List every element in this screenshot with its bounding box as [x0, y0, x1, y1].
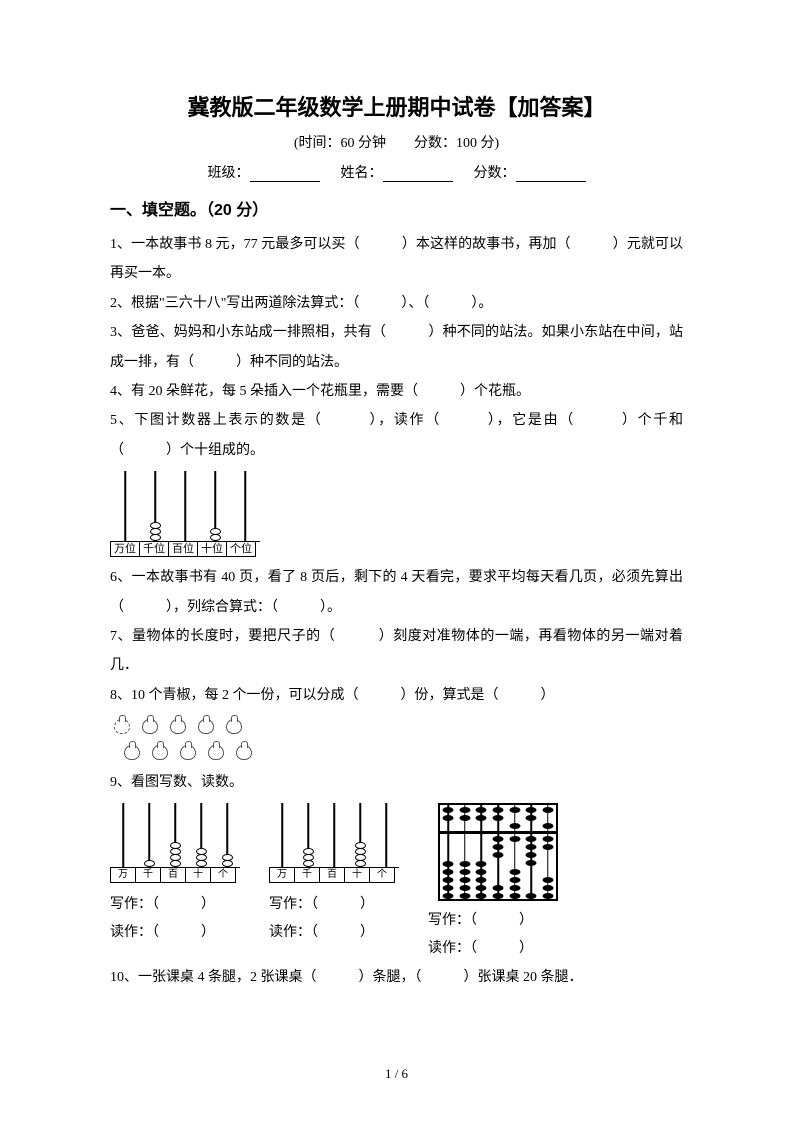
question-1: 1、一本故事书 8 元，77 元最多可以买（ ）本这样的故事书，再加（ ）元就可…	[110, 230, 683, 289]
score-blank[interactable]	[516, 168, 586, 182]
exam-title: 冀教版二年级数学上册期中试卷【加答案】	[110, 90, 683, 122]
score-label: 分数：	[474, 166, 516, 181]
q5-counter: 万位千位百位十位个位	[110, 471, 260, 557]
question-5: 5、下图计数器上表示的数是（ ），读作（ ），它是由（ ）个千和（ ）个十组成的…	[110, 406, 683, 465]
question-7: 7、量物体的长度时，要把尺子的（ ）刻度对准物体的一端，再看物体的另一端对着几．	[110, 622, 683, 681]
write-label: 写作：（ ）	[110, 897, 215, 912]
pepper-icon	[222, 714, 244, 734]
read-label: 读作：（ ）	[428, 941, 533, 956]
write-label: 写作：（ ）	[269, 897, 374, 912]
q9-counter-left: 万千百十个	[110, 803, 240, 883]
pepper-icon	[166, 714, 188, 734]
suanpan-figure	[438, 803, 558, 901]
class-label: 班级：	[208, 166, 250, 181]
pepper-icon	[110, 714, 132, 734]
question-10: 10、一张课桌 4 条腿，2 张课桌（ ）条腿，（ ）张课桌 20 条腿．	[110, 963, 683, 992]
question-2: 2、根据"三六十八"写出两道除法算式：（ ）、（ ）。	[110, 289, 683, 318]
name-blank[interactable]	[383, 168, 453, 182]
header-fields: 班级： 姓名： 分数：	[110, 162, 683, 182]
question-4: 4、有 20 朵鲜花，每 5 朵插入一个花瓶里，需要（ ）个花瓶。	[110, 377, 683, 406]
read-label: 读作：（ ）	[110, 925, 215, 940]
q9-figures: 万千百十个 写作：（ ） 读作：（ ） 万千百十个 写作：（ ） 读作：（ ） …	[110, 797, 683, 963]
exam-subtitle: (时间：60 分钟 分数：100 分)	[110, 132, 683, 152]
class-blank[interactable]	[250, 168, 320, 182]
pepper-icon	[148, 740, 170, 760]
section-1-title: 一、填空题。（20 分）	[110, 196, 683, 220]
pepper-icon	[204, 740, 226, 760]
pepper-icon	[194, 714, 216, 734]
question-6: 6、一本故事书有 40 页，看了 8 页后，剩下的 4 天看完，要求平均每天看几…	[110, 563, 683, 622]
q9-counter-mid: 万千百十个	[269, 803, 399, 883]
pepper-icon	[232, 740, 254, 760]
question-3: 3、爸爸、妈妈和小东站成一排照相，共有（ ）种不同的站法。如果小东站在中间，站成…	[110, 318, 683, 377]
question-9: 9、看图写数、读数。	[110, 768, 683, 797]
question-8: 8、10 个青椒，每 2 个一份，可以分成（ ）份，算式是（ ）	[110, 681, 683, 710]
pepper-icon	[176, 740, 198, 760]
read-label: 读作：（ ）	[269, 925, 374, 940]
pepper-icon	[138, 714, 160, 734]
pepper-icon	[120, 740, 142, 760]
name-label: 姓名：	[341, 166, 383, 181]
write-label: 写作：（ ）	[428, 913, 533, 928]
peppers-figure	[110, 714, 683, 764]
page-number: 1 / 6	[0, 1066, 793, 1082]
